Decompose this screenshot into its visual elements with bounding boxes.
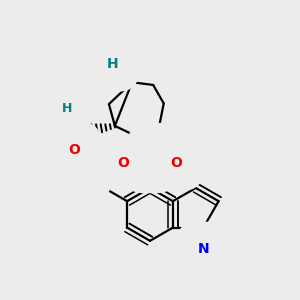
Text: N: N [60,95,72,109]
Text: H: H [61,102,72,115]
Text: O: O [118,156,129,170]
Text: S: S [145,155,155,170]
Text: O: O [68,143,80,157]
Text: N: N [148,144,160,158]
Text: N: N [197,242,209,256]
Text: O: O [171,156,182,170]
Text: H: H [61,109,72,122]
Text: H: H [106,57,118,71]
